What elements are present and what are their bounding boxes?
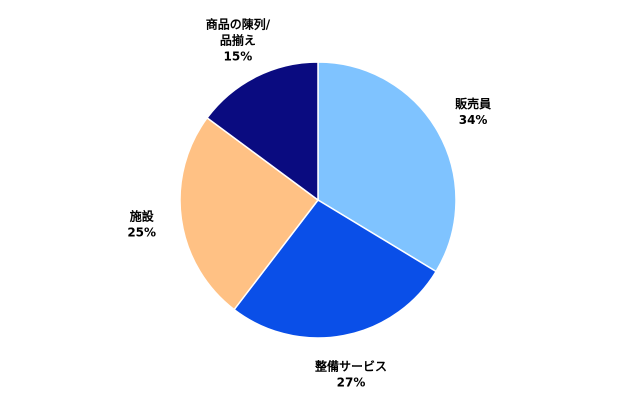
slice-label-2: 施設 25%	[127, 208, 156, 239]
slice-category-label: 施設	[130, 208, 155, 223]
slice-percent-label: 15%	[224, 50, 253, 64]
slice-label-1: 整備サービス 27%	[314, 358, 387, 389]
slice-label-3: 商品の陳列/品揃え 15%	[206, 17, 271, 64]
slice-percent-label: 34%	[459, 113, 488, 127]
pie-slice-2	[179, 116, 320, 311]
slice-label-0: 販売員 34%	[455, 96, 491, 127]
pie-slice-3	[206, 61, 319, 202]
slice-category-label: 品揃え	[220, 33, 256, 48]
slice-category-label: 整備サービス	[314, 358, 387, 373]
pie-slice-1	[233, 199, 438, 339]
slice-percent-label: 27%	[337, 375, 366, 389]
pie-slice-0	[317, 61, 457, 273]
slice-category-label: 販売員	[455, 96, 491, 111]
slice-percent-label: 25%	[127, 225, 156, 239]
slice-category-label: 商品の陳列/	[206, 17, 271, 32]
